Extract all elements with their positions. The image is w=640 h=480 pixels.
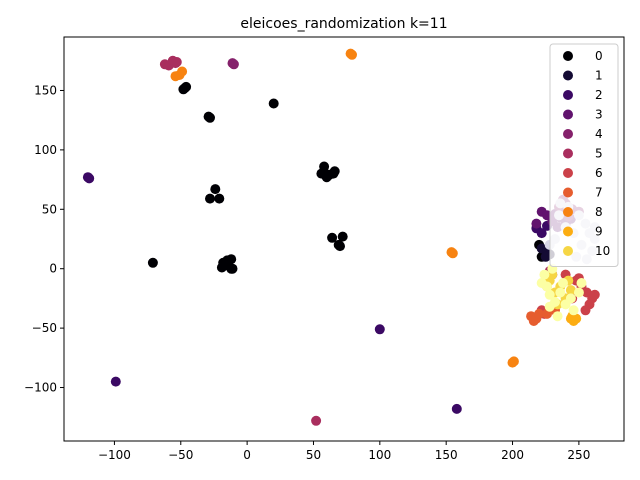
- point-series-0: [337, 231, 348, 242]
- point-series-11: [565, 293, 576, 304]
- legend-label: 8: [595, 205, 603, 219]
- point-series-11: [555, 287, 566, 298]
- point-series-0: [214, 193, 225, 204]
- legend-marker: [563, 129, 573, 139]
- legend-marker: [563, 168, 573, 178]
- y-tick-label: 100: [34, 143, 57, 157]
- y-tick-label: 0: [49, 262, 57, 276]
- point-series-11: [544, 301, 555, 312]
- x-tick-label: 200: [501, 448, 524, 462]
- legend-marker: [563, 109, 573, 120]
- legend-marker: [563, 90, 573, 100]
- legend-label: 10: [595, 244, 610, 258]
- axes-frame: [63, 36, 625, 442]
- point-series-0: [227, 263, 238, 274]
- point-series-0: [210, 184, 221, 195]
- point-series-1: [540, 251, 551, 262]
- x-tick-label: −100: [98, 448, 131, 462]
- point-series-0: [205, 193, 215, 204]
- y-tick-label: 50: [42, 202, 57, 216]
- x-tick-label: 150: [435, 448, 458, 462]
- legend-box: [549, 43, 619, 267]
- legend-marker: [563, 70, 573, 81]
- legend-label: 5: [595, 147, 603, 161]
- x-tick-label: 0: [243, 448, 251, 462]
- point-series-11: [558, 278, 568, 288]
- point-series-5: [171, 57, 182, 67]
- point-series-0: [327, 232, 338, 243]
- point-series-2: [536, 228, 547, 239]
- legend-marker: [563, 51, 573, 61]
- point-series-6: [589, 289, 600, 300]
- point-series-0: [329, 166, 340, 177]
- legend-label: 7: [595, 186, 603, 200]
- point-series-2: [451, 403, 462, 414]
- point-series-0: [268, 98, 279, 109]
- x-tick-label: 50: [306, 448, 321, 462]
- point-series-11: [568, 305, 579, 316]
- point-series-10: [565, 285, 576, 296]
- legend-label: 4: [595, 127, 603, 141]
- y-tick-label: −100: [24, 381, 57, 395]
- point-series-11: [544, 289, 555, 300]
- point-series-11: [573, 287, 584, 298]
- points-layer: [82, 48, 600, 426]
- legend-label: 2: [595, 88, 603, 102]
- point-series-6: [580, 305, 591, 316]
- legend-marker: [563, 207, 573, 217]
- point-series-0: [178, 84, 189, 95]
- point-series-0: [147, 257, 158, 268]
- legend: 0 1 2 3 4 5 6 7 8 9 10: [549, 43, 619, 267]
- point-series-5: [311, 415, 322, 426]
- legend-label: 3: [595, 108, 603, 122]
- legend-label: 0: [595, 49, 603, 63]
- legend-label: 6: [595, 166, 603, 180]
- legend-marker: [563, 226, 573, 237]
- chart-title: eleicoes_randomization k=11: [240, 16, 447, 32]
- point-series-8: [177, 66, 188, 77]
- point-series-2: [110, 376, 121, 387]
- point-series-0: [333, 239, 344, 250]
- y-tick-label: 150: [34, 83, 57, 97]
- x-tick-label: 100: [368, 448, 391, 462]
- point-series-8: [347, 49, 357, 60]
- x-tick-label: −50: [168, 448, 193, 462]
- ticks-layer: −100 −50 0 50 100 150 200 250 −100 −50 0 50 100 150: [24, 83, 590, 462]
- point-series-11: [576, 278, 587, 288]
- point-series-0: [205, 112, 215, 123]
- point-series-2: [84, 173, 95, 184]
- point-series-11: [539, 269, 550, 280]
- point-series-7: [534, 308, 545, 319]
- point-series-2: [374, 324, 385, 335]
- point-series-11: [536, 278, 547, 288]
- point-series-8: [447, 248, 458, 259]
- point-series-11: [552, 311, 563, 322]
- legend-marker: [563, 148, 573, 159]
- y-tick-label: −50: [32, 321, 57, 335]
- x-tick-label: 250: [567, 448, 590, 462]
- legend-marker: [563, 246, 573, 256]
- legend-label: 1: [595, 69, 603, 83]
- legend-marker: [563, 187, 573, 198]
- point-series-3: [531, 218, 542, 229]
- point-series-8: [508, 356, 519, 367]
- point-series-4: [228, 59, 239, 70]
- legend-label: 9: [595, 225, 603, 239]
